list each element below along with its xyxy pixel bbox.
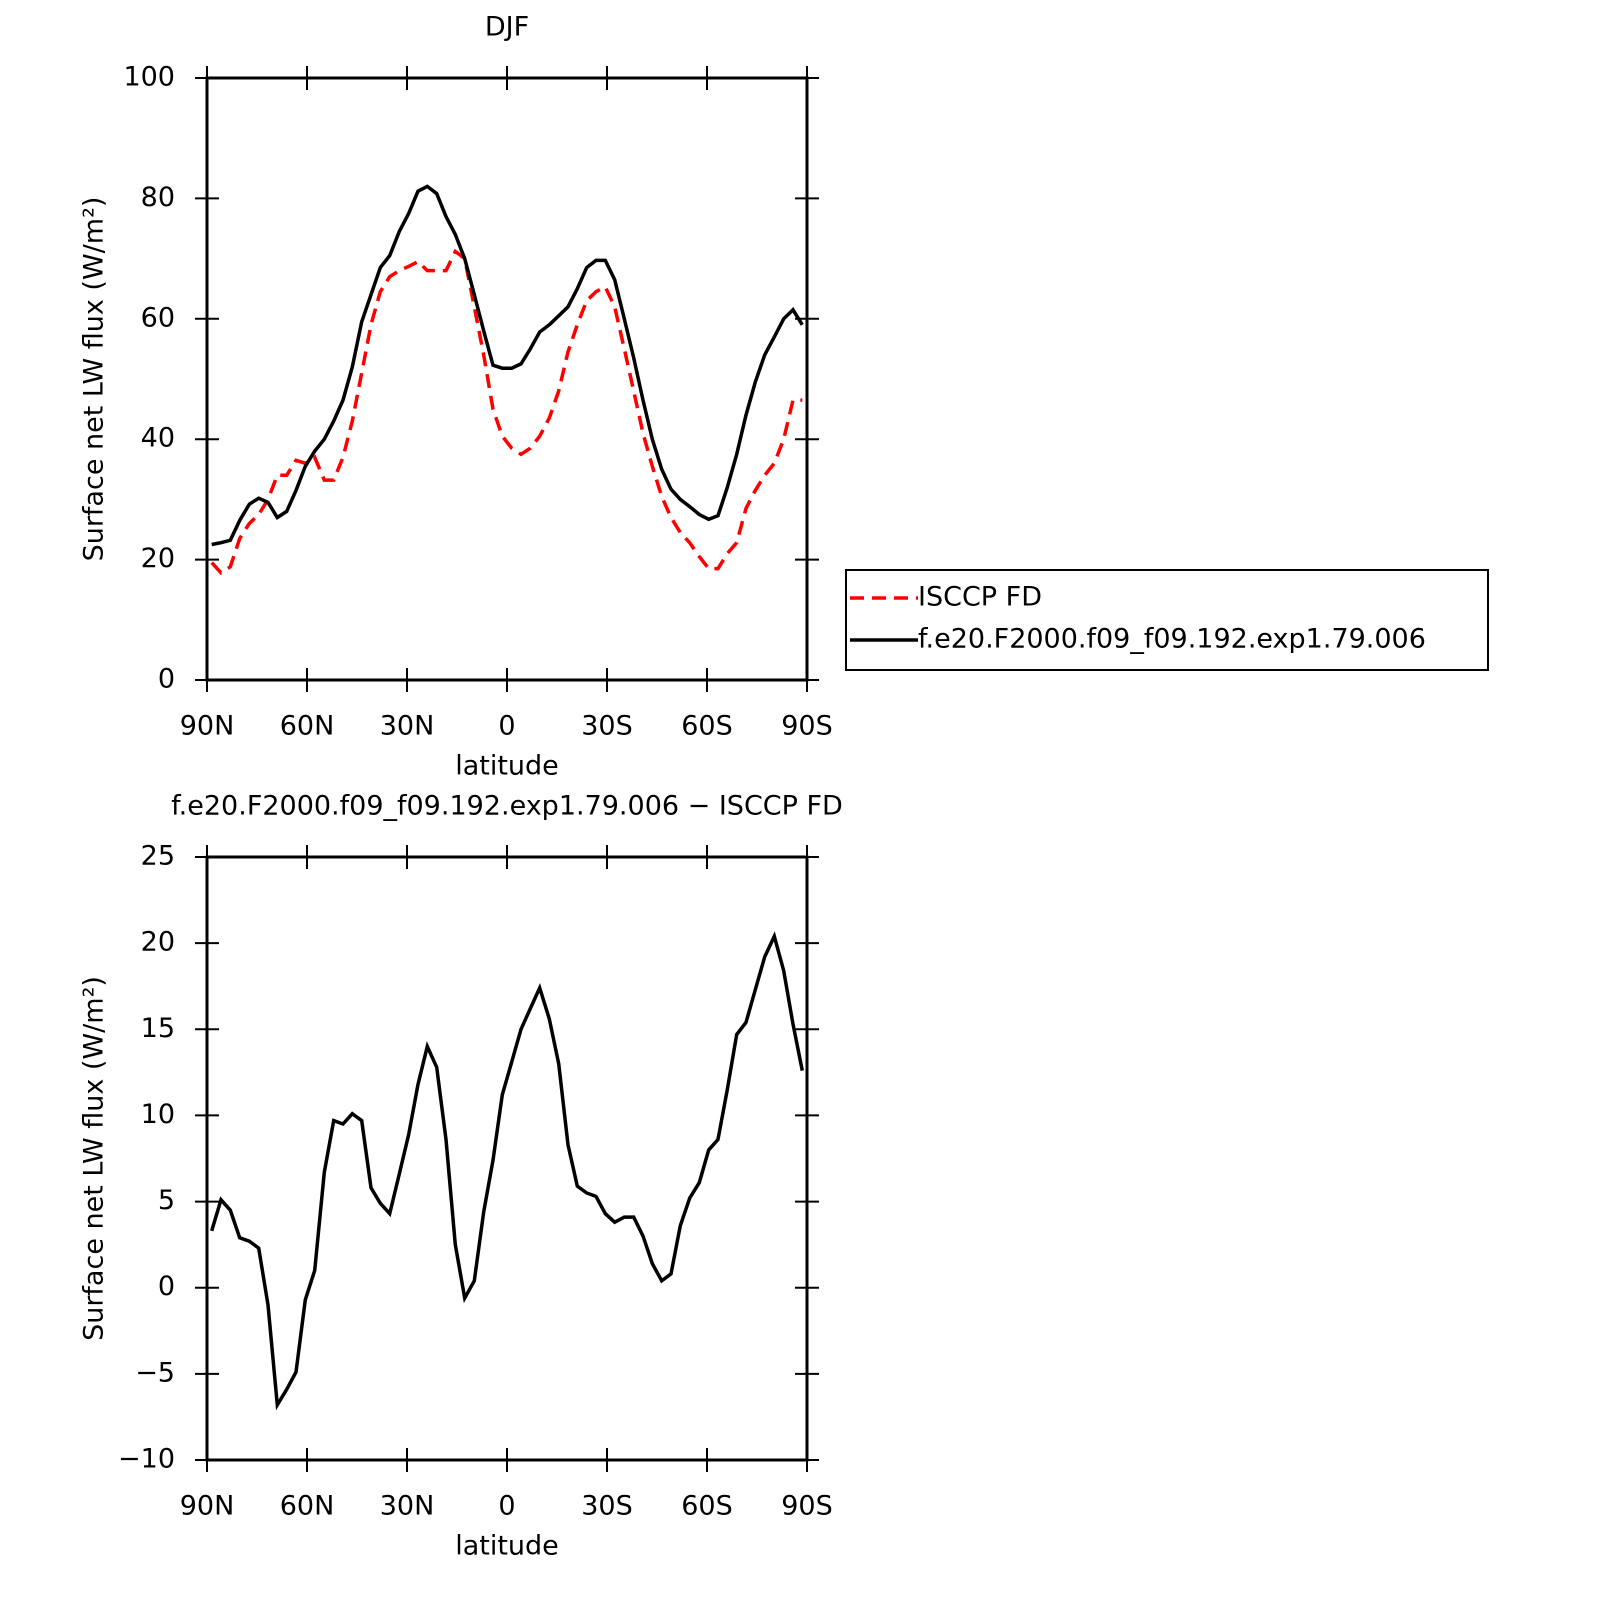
- data-line: [211, 184, 804, 547]
- y-tick-label: 80: [141, 182, 175, 213]
- y-tick-label: −5: [135, 1357, 175, 1388]
- y-tick-label: 100: [123, 62, 175, 93]
- plot-frame: [205, 76, 809, 682]
- y-axis-label: Surface net LW flux (W/m²): [79, 197, 110, 562]
- chart-title: DJF: [485, 12, 529, 43]
- y-tick-label: 15: [141, 1013, 175, 1044]
- y-tick-label: 10: [141, 1099, 175, 1130]
- data-line: [210, 931, 805, 1411]
- x-tick-label: 30N: [380, 711, 435, 742]
- x-tick-label: 90N: [180, 711, 235, 742]
- y-tick-label: 0: [158, 1271, 175, 1302]
- x-tick-label: 60S: [681, 711, 733, 742]
- legend-box: [845, 569, 1489, 671]
- y-tick-label: 25: [141, 841, 175, 872]
- y-tick-label: 0: [158, 664, 175, 695]
- y-tick-label: 5: [158, 1185, 175, 1216]
- x-tick-label: 60N: [280, 1491, 335, 1522]
- x-tick-label: 60N: [280, 711, 335, 742]
- x-tick-label: 90S: [781, 1491, 833, 1522]
- x-tick-label: 90S: [781, 711, 833, 742]
- x-axis-label: latitude: [455, 751, 559, 782]
- legend-label: ISCCP FD: [918, 582, 1042, 613]
- y-tick-label: 20: [141, 927, 175, 958]
- y-tick-label: −10: [118, 1444, 175, 1475]
- chart-title: f.e20.F2000.f09_f09.192.exp1.79.006 − IS…: [171, 791, 843, 822]
- y-tick-label: 20: [141, 543, 175, 574]
- x-tick-label: 30S: [581, 711, 633, 742]
- data-line: [210, 248, 803, 576]
- y-axis-label: Surface net LW flux (W/m²): [79, 976, 110, 1341]
- x-tick-label: 30N: [380, 1491, 435, 1522]
- legend-label: f.e20.F2000.f09_f09.192.exp1.79.006: [918, 624, 1426, 655]
- x-axis-label: latitude: [455, 1531, 559, 1562]
- x-tick-label: 0: [498, 711, 515, 742]
- x-tick-label: 30S: [581, 1491, 633, 1522]
- y-tick-label: 60: [141, 302, 175, 333]
- x-tick-label: 60S: [681, 1491, 733, 1522]
- x-tick-label: 0: [498, 1491, 515, 1522]
- y-tick-label: 40: [141, 423, 175, 454]
- x-tick-label: 90N: [180, 1491, 235, 1522]
